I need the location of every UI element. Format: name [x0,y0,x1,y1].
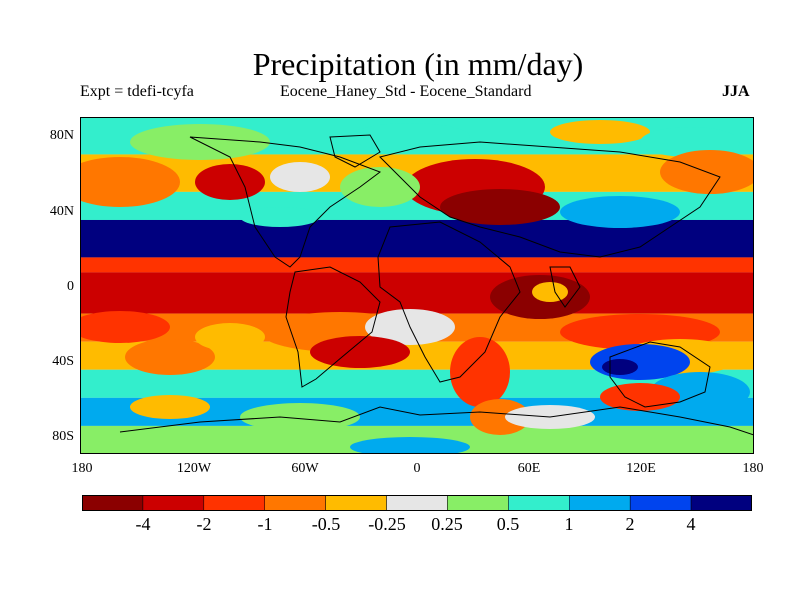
coastline-south-america [285,266,381,388]
anomaly-patch [240,207,320,227]
colorbar-cell [569,495,631,511]
coastline-africa [377,221,521,383]
anomaly-patch [470,399,530,435]
lon-tick-label: 120E [626,461,656,476]
colorbar-label: -2 [196,514,212,534]
colorbar-label: 0.25 [431,514,463,534]
lon-tick-label: 180 [71,461,93,476]
anomaly-patch [532,282,568,302]
lat-tick-label: 0 [67,279,74,294]
anomaly-patch [240,403,360,431]
lon-tick-label: 120W [176,461,212,476]
anomaly-patch [130,395,210,419]
coastline-greenland [329,134,381,168]
colorbar-label: 0.5 [496,514,520,534]
lon-tick-label: 60W [291,461,319,476]
anomaly-patch [550,120,650,144]
coastline-antarctica [119,406,754,436]
colorbar-cell [82,495,144,511]
colorbar-label: 1 [564,514,574,534]
anomaly-patch [195,323,265,351]
colorbar-label: 4 [686,514,696,534]
anomaly-patch [440,189,560,225]
anomaly-patch [560,196,680,228]
season-label: JJA [722,83,750,100]
colorbar-cell [629,495,692,511]
coastline-india [549,266,581,308]
anomaly-patch [125,339,215,375]
anomaly-patch [590,344,690,380]
colorbar-label: 2 [625,514,635,534]
anomaly-patch [350,437,470,454]
colorbar-label: -1 [257,514,273,534]
experiment-label: Expt = tdefi-tcyfa [80,83,194,100]
colorbar-cell [203,495,265,511]
anomaly-patch [195,164,265,200]
lat-tick-label: 80S [52,429,74,444]
colorbar-cell [386,495,448,511]
colorbar-cell [690,495,752,511]
precipitation-band [80,257,754,273]
lat-tick-label: 40N [49,204,74,219]
colorbar-cell [447,495,509,511]
colorbar-frame [82,495,752,511]
precipitation-band [80,272,754,314]
anomaly-patch [600,383,680,411]
anomaly-patch [350,123,470,151]
anomaly-patch [310,336,410,368]
colorbar-cell [264,495,326,511]
lat-tick-label: 80N [49,128,74,143]
lon-tick-label: 60E [517,461,541,476]
precipitation-map [80,117,754,454]
colorbar-label: -0.5 [311,514,341,534]
anomaly-patch [450,337,510,407]
plot-title: Precipitation (in mm/day) [252,46,584,82]
anomaly-patch [340,167,420,207]
colorbar-label: -4 [135,514,151,534]
coastline-north-america [189,136,382,268]
colorbar-label: -0.25 [368,514,406,534]
coastline-australia [609,341,711,408]
lon-tick-label: 0 [413,461,421,476]
anomaly-patch [80,157,180,207]
anomaly-patch [640,127,740,157]
anomaly-patch [602,359,638,375]
comparison-label: Eocene_Haney_Std - Eocene_Standard [280,83,532,100]
colorbar-cell [508,495,570,511]
lat-tick-label: 40S [52,354,74,369]
coastlines [119,134,754,436]
map-frame [80,117,754,454]
anomaly-patch [270,162,330,192]
lon-tick-label: 180 [742,461,764,476]
colorbar-cell [325,495,387,511]
anomaly-patch [80,311,170,343]
colorbar [82,495,752,511]
coastline-eurasia [379,141,721,258]
colorbar-cell [142,495,205,511]
